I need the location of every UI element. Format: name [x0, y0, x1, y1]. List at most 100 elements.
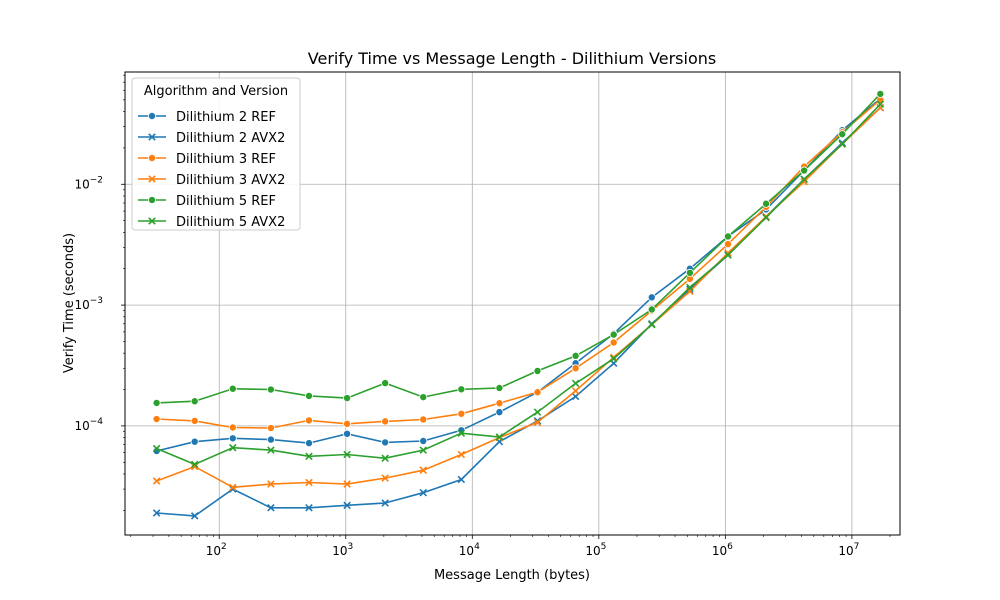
data-point: [533, 418, 542, 427]
data-point: [876, 100, 885, 108]
data-point: [457, 450, 466, 459]
marker-stroke: [267, 504, 275, 512]
y-axis-label: Verify Time (seconds): [62, 233, 77, 373]
marker-stroke: [148, 175, 156, 183]
marker-stroke: [305, 452, 313, 461]
plot-frame: [124, 71, 901, 536]
chart-title: Verify Time vs Message Length - Dilithiu…: [308, 49, 716, 68]
legend-label: Dilithium 2 REF: [176, 110, 276, 125]
data-point: [724, 251, 732, 259]
marker-stroke: [724, 251, 732, 259]
data-point: [152, 477, 161, 485]
series-layer: [152, 89, 885, 520]
legend-label: Dilithium 3 REF: [176, 152, 276, 167]
marker-stroke: [343, 501, 351, 510]
data-point: [266, 424, 275, 433]
data-point: [571, 387, 580, 395]
marker-stroke: [457, 429, 466, 437]
marker-stroke: [267, 446, 275, 454]
data-point: [343, 394, 352, 403]
marker-stroke: [571, 392, 580, 401]
data-point: [419, 415, 428, 424]
legend-title: Algorithm and Version: [144, 84, 288, 99]
data-point: [648, 320, 656, 329]
data-point: [152, 444, 161, 453]
marker-stroke: [229, 443, 237, 452]
marker-stroke: [533, 408, 542, 416]
marker-stroke: [800, 175, 808, 184]
data-point: [457, 475, 466, 484]
data-point: [381, 454, 389, 462]
data-point: [533, 366, 542, 375]
data-point: [190, 460, 199, 469]
marker-stroke: [381, 454, 389, 462]
legend-marker: [148, 217, 156, 225]
data-point: [266, 435, 275, 444]
legend-entry: Dilithium 5 AVX2: [138, 215, 285, 230]
data-point: [723, 240, 732, 249]
series-dilithium-5-ref: [152, 89, 885, 407]
data-point: [266, 385, 275, 394]
marker-stroke: [190, 462, 199, 471]
data-point: [571, 392, 580, 401]
marker-stroke: [190, 512, 199, 520]
data-point: [762, 213, 770, 222]
x-tick-label: 102: [206, 542, 227, 558]
x-tick-label: 106: [712, 542, 733, 558]
x-tick-label: 103: [332, 542, 353, 558]
data-point: [228, 384, 237, 393]
legend-marker: [147, 195, 156, 204]
marker-stroke: [686, 285, 694, 294]
y-tick-label: 10−2: [74, 175, 103, 191]
y-tick-label: 10−3: [74, 296, 103, 312]
series-line: [156, 93, 881, 404]
data-point: [571, 379, 580, 388]
marker-stroke: [800, 177, 808, 186]
marker-stroke: [148, 133, 156, 141]
marker-stroke: [609, 354, 618, 363]
marker-stroke: [876, 100, 885, 108]
x-tick-label: 107: [838, 542, 859, 558]
data-point: [762, 199, 771, 208]
legend-entry: Dilithium 3 AVX2: [138, 173, 285, 188]
data-point: [723, 232, 732, 241]
data-point: [190, 437, 199, 446]
data-point: [190, 512, 199, 520]
legend-label: Dilithium 3 AVX2: [176, 173, 285, 188]
marker-stroke: [838, 140, 847, 148]
data-point: [419, 488, 428, 497]
data-point: [609, 330, 618, 339]
marker-stroke: [343, 450, 351, 459]
data-point: [533, 388, 542, 397]
data-point: [304, 416, 313, 425]
data-point: [343, 419, 352, 428]
marker-stroke: [148, 217, 156, 225]
data-point: [495, 433, 504, 441]
data-point: [381, 499, 389, 507]
data-point: [876, 89, 885, 98]
legend-label: Dilithium 5 AVX2: [176, 215, 285, 230]
axes: 102 103 104 105 106 107 10−4 10−3 10−2: [74, 74, 891, 558]
marker-stroke: [686, 283, 694, 292]
data-point: [685, 268, 694, 277]
marker-stroke: [419, 466, 428, 474]
data-point: [305, 452, 313, 461]
marker-stroke: [571, 387, 580, 395]
data-point: [267, 446, 275, 454]
marker-stroke: [419, 446, 428, 454]
data-point: [190, 397, 199, 406]
data-point: [419, 466, 428, 474]
data-point: [495, 383, 504, 392]
data-point: [228, 434, 237, 443]
data-point: [457, 409, 466, 418]
marker-stroke: [305, 478, 313, 487]
data-point: [152, 509, 161, 517]
legend-entry: Dilithium 2 REF: [138, 110, 276, 125]
data-point: [381, 474, 389, 482]
marker-stroke: [533, 418, 542, 427]
legend-entry: Dilithium 2 AVX2: [138, 131, 285, 146]
data-point: [495, 408, 504, 417]
data-point: [381, 438, 390, 447]
marker-stroke: [190, 460, 199, 469]
